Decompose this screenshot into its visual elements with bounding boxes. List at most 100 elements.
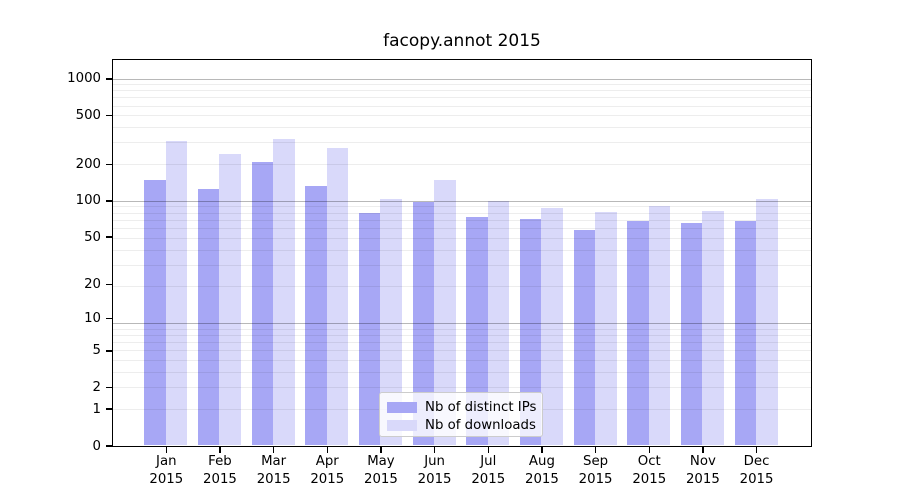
bar-jan-ips bbox=[144, 179, 166, 446]
legend-item-downloads: Nb of downloads bbox=[387, 416, 536, 434]
y-tick-mark bbox=[105, 200, 113, 202]
bar-feb-ips bbox=[197, 188, 220, 446]
gridline-major bbox=[113, 323, 811, 325]
x-tick-mark bbox=[648, 446, 650, 454]
legend-label-ips: Nb of distinct IPs bbox=[425, 399, 537, 415]
bar-oct-ips bbox=[627, 220, 649, 446]
bar-sep-downloads bbox=[595, 212, 617, 446]
gridline-minor bbox=[113, 206, 811, 208]
x-tick-label-sep: Sep 2015 bbox=[578, 454, 613, 487]
gridline-minor bbox=[113, 264, 811, 266]
y-tick-label: 5 bbox=[92, 343, 101, 359]
bar-aug-ips bbox=[519, 219, 542, 446]
y-tick-mark bbox=[105, 445, 113, 447]
gridline-minor bbox=[113, 90, 811, 92]
x-tick-label-oct: Oct 2015 bbox=[632, 454, 667, 487]
x-tick-mark bbox=[380, 446, 382, 454]
gridline-minor bbox=[113, 105, 811, 107]
x-tick-label-apr: Apr 2015 bbox=[310, 454, 345, 487]
gridline-minor bbox=[113, 371, 811, 373]
bar-jun-downloads bbox=[434, 180, 456, 446]
x-tick-mark bbox=[755, 446, 758, 454]
x-tick-mark bbox=[541, 446, 543, 454]
y-tick-mark bbox=[105, 115, 113, 117]
gridline-minor bbox=[113, 387, 811, 389]
bar-jul-downloads bbox=[487, 201, 510, 446]
bars-layer bbox=[113, 60, 811, 446]
y-tick-mark bbox=[105, 283, 113, 285]
gridline-minor bbox=[113, 212, 811, 214]
bar-feb-downloads bbox=[219, 153, 241, 446]
x-tick-mark bbox=[487, 446, 489, 454]
gridline-minor bbox=[113, 237, 811, 239]
y-tick-label: 100 bbox=[75, 193, 101, 209]
x-tick-mark bbox=[702, 446, 704, 454]
y-tick-mark bbox=[105, 317, 113, 320]
bar-nov-ips bbox=[680, 222, 703, 446]
legend-item-ips: Nb of distinct IPs bbox=[387, 398, 537, 416]
y-tick-label: 50 bbox=[84, 229, 101, 245]
gridline-minor bbox=[113, 84, 811, 86]
y-tick-label: 0 bbox=[92, 438, 101, 454]
y-tick-label: 2 bbox=[92, 380, 101, 396]
bar-apr-ips bbox=[305, 185, 327, 446]
bar-nov-downloads bbox=[702, 211, 724, 446]
legend-swatch-ips-icon bbox=[387, 401, 417, 413]
bar-sep-ips bbox=[573, 229, 596, 446]
gridline-minor bbox=[113, 142, 811, 144]
bar-jun-ips bbox=[412, 201, 435, 446]
gridline-major bbox=[113, 78, 811, 80]
y-tick-mark bbox=[105, 408, 113, 410]
y-tick-mark bbox=[105, 163, 113, 165]
legend: Nb of distinct IPs Nb of downloads bbox=[379, 392, 543, 437]
gridline-minor bbox=[113, 328, 811, 330]
bar-aug-downloads bbox=[541, 207, 563, 446]
gridline-minor bbox=[113, 97, 811, 99]
bar-mar-ips bbox=[251, 162, 274, 446]
y-tick-mark bbox=[105, 236, 113, 238]
gridline-minor bbox=[113, 227, 811, 229]
legend-swatch-downloads-icon bbox=[387, 419, 417, 431]
bar-may-downloads bbox=[380, 199, 402, 446]
x-tick-label-aug: Aug 2015 bbox=[524, 454, 559, 487]
y-tick-label: 1 bbox=[92, 401, 101, 417]
x-tick-label-jun: Jun 2015 bbox=[417, 454, 452, 487]
bar-may-ips bbox=[358, 213, 381, 446]
gridline-minor bbox=[113, 249, 811, 251]
x-tick-label-dec: Dec 2015 bbox=[739, 454, 774, 487]
y-tick-label: 200 bbox=[75, 156, 101, 172]
x-tick-label-jan: Jan 2015 bbox=[149, 454, 184, 487]
legend-label-downloads: Nb of downloads bbox=[425, 417, 536, 433]
x-tick-label-nov: Nov 2015 bbox=[685, 454, 720, 487]
x-tick-mark bbox=[165, 446, 167, 454]
y-tick-label: 20 bbox=[84, 276, 101, 292]
gridline-minor bbox=[113, 342, 811, 344]
bar-mar-downloads bbox=[273, 138, 295, 446]
y-tick-label: 1000 bbox=[67, 71, 101, 87]
gridline-minor bbox=[113, 360, 811, 361]
x-tick-mark bbox=[219, 446, 221, 454]
chart-title: facopy.annot 2015 bbox=[383, 31, 541, 51]
x-tick-label-may: May 2015 bbox=[364, 454, 398, 487]
gridline-major bbox=[113, 200, 811, 202]
y-tick-label: 10 bbox=[84, 311, 101, 327]
x-tick-mark bbox=[433, 446, 436, 454]
bar-apr-downloads bbox=[326, 148, 349, 446]
x-tick-label-feb: Feb 2015 bbox=[203, 454, 237, 487]
gridline-minor bbox=[113, 335, 811, 337]
bar-jul-ips bbox=[466, 216, 488, 446]
gridline-minor bbox=[113, 219, 811, 221]
y-tick-mark bbox=[105, 78, 113, 80]
gridline-minor bbox=[113, 115, 811, 117]
gridline-minor bbox=[113, 286, 811, 288]
plot-area bbox=[112, 59, 812, 447]
gridline-minor bbox=[113, 350, 811, 352]
bar-dec-downloads bbox=[756, 199, 778, 446]
bar-dec-ips bbox=[734, 221, 757, 446]
y-tick-label: 500 bbox=[75, 108, 101, 124]
x-tick-label-mar: Mar 2015 bbox=[256, 454, 291, 487]
x-tick-mark bbox=[326, 446, 328, 454]
gridline-minor bbox=[113, 164, 811, 166]
y-tick-mark bbox=[105, 350, 113, 352]
